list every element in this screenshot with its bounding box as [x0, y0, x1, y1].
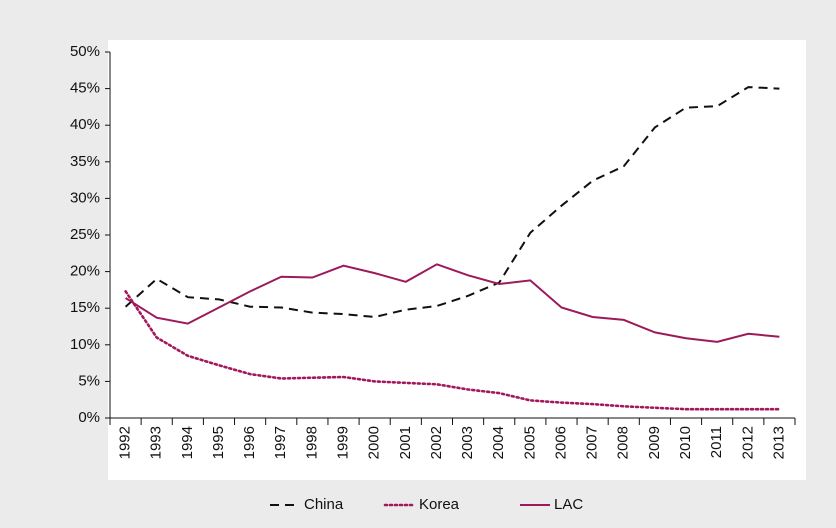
y-tick-label: 35% [70, 153, 100, 170]
series-line [124, 86, 780, 319]
x-tick-label: 2000 [366, 426, 383, 459]
y-tick-label: 15% [70, 299, 100, 316]
legend-label: Korea [419, 496, 460, 513]
axis-area [108, 420, 806, 480]
y-tick-label: 30% [70, 189, 100, 206]
y-tick-label: 5% [78, 372, 100, 389]
x-tick-label: 1996 [241, 426, 258, 459]
x-tick-label: 1993 [148, 426, 165, 459]
y-tick-label: 25% [70, 226, 100, 243]
x-tick-label: 1998 [303, 426, 320, 459]
plot-area [108, 40, 806, 420]
x-tick-label: 1999 [334, 426, 351, 459]
y-tick-label: 45% [70, 80, 100, 97]
y-tick-label: 40% [70, 116, 100, 133]
y-tick-label: 50% [70, 43, 100, 60]
x-tick-label: 2001 [397, 426, 414, 459]
legend-label: LAC [554, 496, 583, 513]
x-tick-label: 2007 [584, 426, 601, 459]
x-tick-label: 1992 [117, 426, 134, 459]
x-tick-label: 1997 [272, 426, 289, 459]
x-tick-label: 2008 [615, 426, 632, 459]
x-tick-label: 2003 [459, 426, 476, 459]
x-tick-label: 2013 [770, 426, 787, 459]
legend-label: China [304, 496, 344, 513]
x-tick-label: 2012 [739, 426, 756, 459]
y-tick-label: 20% [70, 263, 100, 280]
series-line [125, 263, 780, 343]
x-tick-label: 2002 [428, 426, 445, 459]
x-tick-label: 2005 [521, 426, 538, 459]
x-tick-label: 2006 [552, 426, 569, 459]
x-tick-label: 2011 [708, 426, 725, 458]
series-line [124, 290, 781, 411]
y-tick-label: 0% [78, 409, 100, 426]
x-tick-label: 1995 [210, 426, 227, 459]
x-tick-label: 2004 [490, 426, 507, 459]
x-tick-label: 2009 [646, 426, 663, 459]
y-tick-label: 10% [70, 336, 100, 353]
x-tick-label: 1994 [179, 426, 196, 459]
x-tick-label: 2010 [677, 426, 694, 459]
